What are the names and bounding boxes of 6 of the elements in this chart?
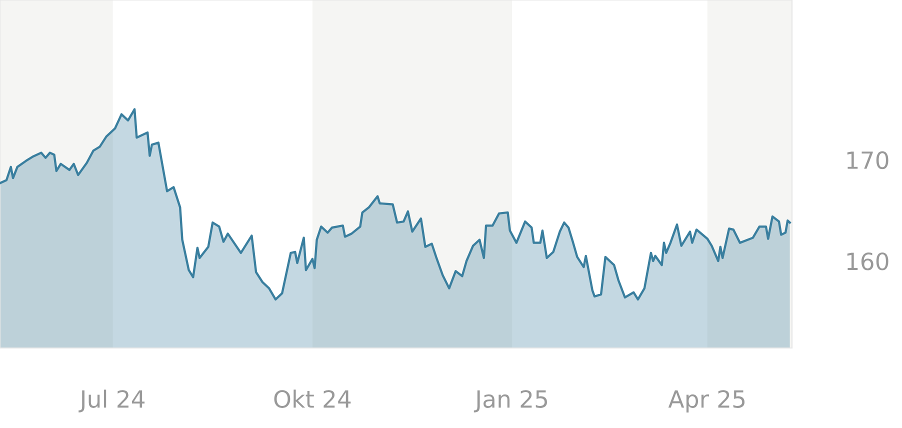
x-tick-label: Apr 25	[668, 390, 745, 413]
y-tick-label: 160	[847, 252, 888, 270]
x-tick-label: Jul 24	[78, 390, 145, 412]
x-tick-label: Okt 24	[274, 390, 351, 408]
x-tick-label: Jan 25	[474, 390, 547, 412]
y-tick-label: 170	[847, 151, 888, 170]
